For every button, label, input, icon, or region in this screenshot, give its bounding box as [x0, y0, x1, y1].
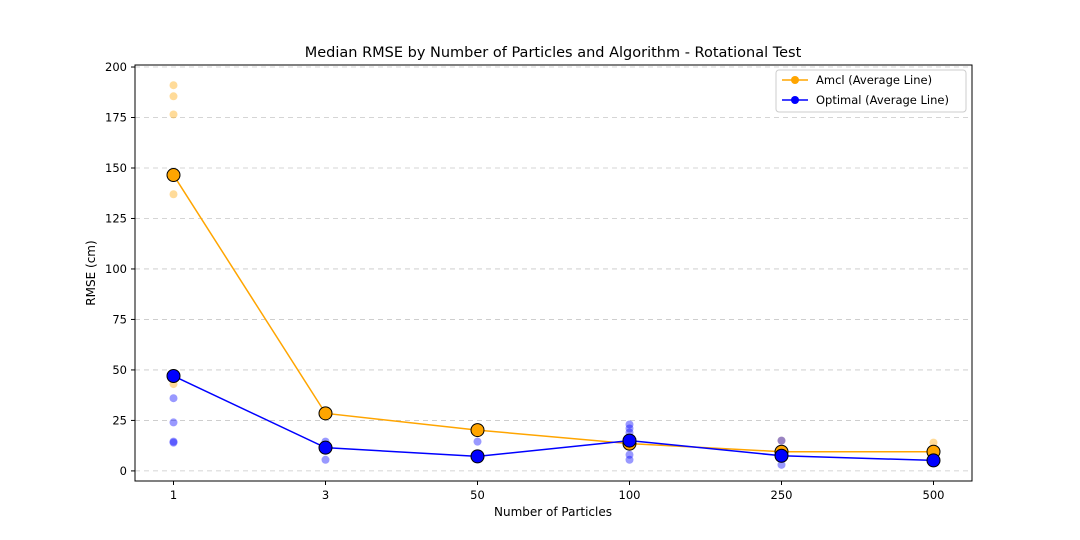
- legend-box: [775, 69, 967, 113]
- average-point-optimal-500: [926, 453, 941, 468]
- run-point-amcl-1-2: [169, 110, 178, 119]
- run-point-amcl-1-0: [169, 81, 178, 90]
- legend-label-optimal: Optimal (Average Line): [816, 93, 949, 107]
- y-tick-label-175: 175: [105, 111, 127, 125]
- legend-label-amcl: Amcl (Average Line): [816, 73, 932, 87]
- y-tick-label-75: 75: [112, 312, 127, 326]
- series-lines: [172, 174, 934, 462]
- plot-frame: [134, 64, 973, 482]
- series-line-amcl: [172, 174, 934, 453]
- y-tick-label-25: 25: [112, 413, 127, 427]
- run-point-optimal-100-1: [625, 424, 634, 433]
- run-point-amcl-1-4: [169, 190, 178, 199]
- x-axis-label: Number of Particles: [494, 505, 612, 519]
- run-point-optimal-250-3: [777, 460, 786, 469]
- average-point-optimal-250: [774, 448, 789, 463]
- y-axis-label: RMSE (cm): [84, 240, 98, 305]
- run-point-optimal-100-0: [625, 420, 634, 429]
- average-point-optimal-50: [470, 449, 485, 464]
- run-point-optimal-3-3: [321, 455, 330, 464]
- legend: Amcl (Average Line) Optimal (Average Lin…: [775, 69, 967, 113]
- x-tick-label-100: 100: [619, 488, 641, 502]
- x-tick-label-500: 500: [923, 488, 945, 502]
- run-point-optimal-1-2: [169, 418, 178, 427]
- average-point-optimal-1: [166, 368, 181, 383]
- chart-title: Median RMSE by Number of Particles and A…: [305, 45, 802, 61]
- x-tick-label-3: 3: [322, 488, 329, 502]
- run-point-amcl-500-0: [929, 438, 938, 447]
- average-point-amcl-50: [470, 423, 485, 438]
- y-tick-label-200: 200: [105, 60, 127, 74]
- run-point-amcl-1-1: [169, 92, 178, 101]
- y-tick-label-125: 125: [105, 211, 127, 225]
- x-axis-ticks: 1 3 50 100 250 500: [170, 481, 945, 502]
- run-point-optimal-250-0: [777, 436, 786, 445]
- run-point-optimal-100-4: [625, 450, 634, 459]
- x-tick-label-250: 250: [771, 488, 793, 502]
- x-tick-label-50: 50: [470, 488, 485, 502]
- y-axis-ticks: 0 25 50 75 100 125 150 175 200: [105, 60, 135, 478]
- run-point-amcl-250-0: [777, 436, 786, 445]
- average-point-amcl-3: [318, 406, 333, 421]
- series-line-optimal: [173, 375, 934, 462]
- legend-marker-amcl: [791, 76, 799, 84]
- average-point-amcl-1: [166, 168, 181, 183]
- average-point-optimal-100: [622, 433, 637, 448]
- gridlines: [135, 66, 972, 472]
- run-point-optimal-1-1: [169, 394, 178, 403]
- x-tick-label-1: 1: [170, 488, 177, 502]
- run-point-optimal-1-4: [169, 438, 178, 447]
- y-tick-label-100: 100: [105, 262, 127, 276]
- y-tick-label-0: 0: [120, 464, 127, 478]
- run-point-optimal-1-3: [169, 437, 178, 446]
- y-tick-label-50: 50: [112, 363, 127, 377]
- run-point-optimal-50-0: [473, 437, 482, 446]
- average-point-optimal-3: [318, 440, 333, 455]
- average-markers: [166, 168, 941, 468]
- y-tick-label-150: 150: [105, 161, 127, 175]
- run-point-optimal-100-5: [625, 455, 634, 464]
- legend-marker-optimal: [791, 96, 799, 104]
